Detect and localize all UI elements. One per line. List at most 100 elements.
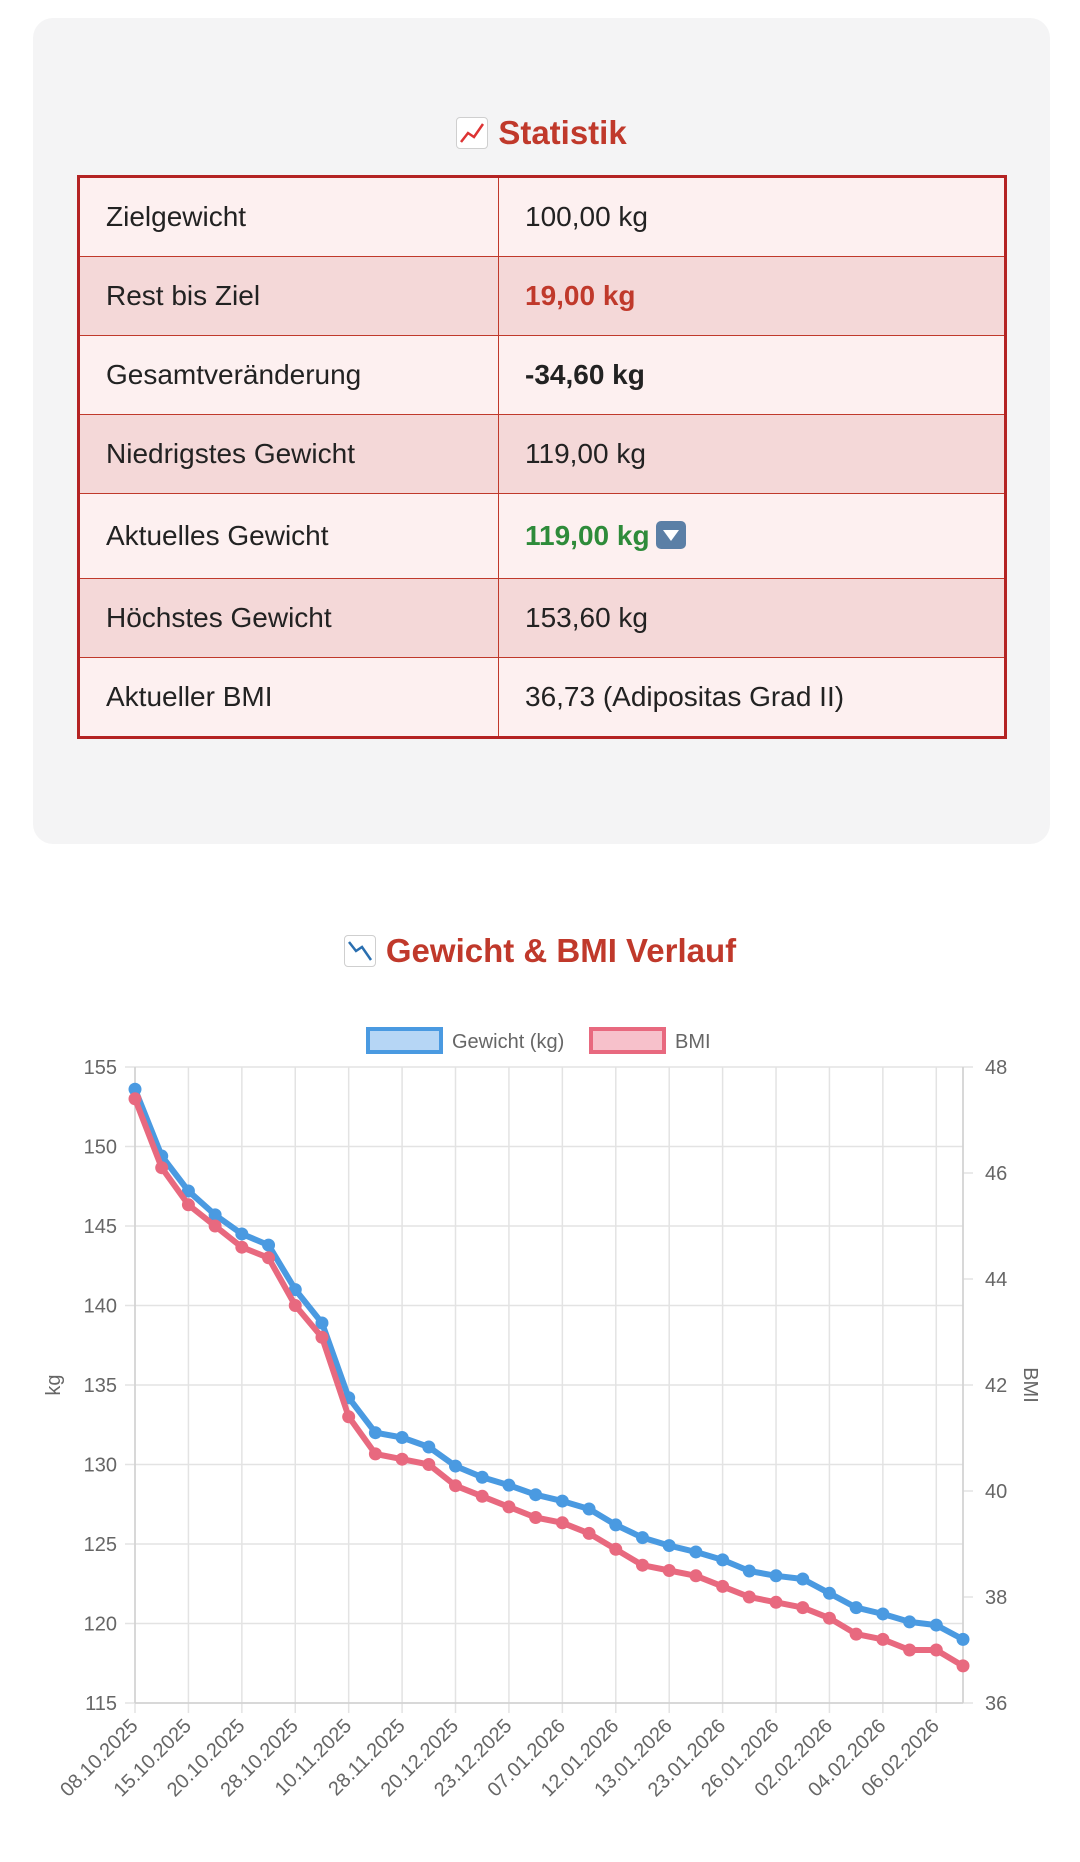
data-point-bmi bbox=[128, 1092, 142, 1106]
data-point-weight bbox=[796, 1572, 810, 1586]
data-point-weight bbox=[876, 1607, 890, 1621]
data-point-bmi bbox=[502, 1500, 516, 1514]
data-point-bmi bbox=[181, 1198, 195, 1212]
data-point-bmi bbox=[635, 1558, 649, 1572]
legend-label-weight: Gewicht (kg) bbox=[452, 1031, 564, 1053]
y-tick-label: 140 bbox=[84, 1296, 117, 1318]
stat-label: Aktuelles Gewicht bbox=[78, 493, 499, 579]
stat-value: 100,00 kg bbox=[498, 176, 1006, 257]
data-point-weight bbox=[635, 1531, 649, 1545]
stat-label: Zielgewicht bbox=[78, 176, 499, 257]
stat-label: Höchstes Gewicht bbox=[78, 578, 499, 658]
data-point-weight bbox=[181, 1184, 195, 1198]
y2-tick-label: 42 bbox=[985, 1375, 1007, 1397]
stat-value: 119,00 kg bbox=[498, 414, 1006, 494]
statistics-card: Statistik Zielgewicht 100,00 kg Rest bis… bbox=[33, 18, 1050, 844]
data-point-bmi bbox=[449, 1479, 463, 1493]
data-point-weight bbox=[422, 1440, 436, 1454]
data-point-bmi bbox=[288, 1299, 302, 1312]
stat-label: Gesamtveränderung bbox=[78, 335, 499, 415]
table-row: Niedrigstes Gewicht 119,00 kg bbox=[78, 414, 1006, 494]
data-point-bmi bbox=[342, 1410, 356, 1424]
data-point-bmi bbox=[849, 1627, 863, 1641]
data-point-bmi bbox=[929, 1643, 943, 1657]
chart-heading: Gewicht & BMI Verlauf bbox=[0, 932, 1080, 970]
data-point-weight bbox=[262, 1238, 276, 1252]
data-point-weight bbox=[529, 1488, 543, 1502]
stat-label: Niedrigstes Gewicht bbox=[78, 414, 499, 494]
series-line-weight bbox=[132, 1088, 965, 1643]
series-line-bmi bbox=[132, 1097, 965, 1669]
stat-label: Rest bis Ziel bbox=[78, 256, 499, 336]
data-point-weight bbox=[929, 1618, 943, 1632]
chart-title: Gewicht & BMI Verlauf bbox=[385, 932, 737, 969]
weight-bmi-chart: 155 150 145 140 135 130 125 120 115 48 46 44 42 40 38 3… bbox=[43, 1027, 1041, 1801]
statistics-title: Statistik bbox=[498, 114, 627, 151]
table-row: Aktueller BMI 36,73 (Adipositas Grad II) bbox=[78, 657, 1006, 738]
y-tick-label: 125 bbox=[84, 1534, 117, 1556]
table-row: Gesamtveränderung -34,60 kg bbox=[78, 335, 1006, 415]
data-point-weight bbox=[235, 1227, 249, 1241]
data-point-bmi bbox=[582, 1526, 596, 1540]
y-tick-label: 150 bbox=[84, 1137, 117, 1159]
data-point-weight bbox=[208, 1208, 222, 1222]
data-point-weight bbox=[742, 1564, 756, 1578]
data-point-bmi bbox=[876, 1632, 890, 1646]
data-point-bmi bbox=[262, 1251, 276, 1265]
table-row: Rest bis Ziel 19,00 kg bbox=[78, 256, 1006, 336]
stat-value: 119,00 kg bbox=[525, 520, 650, 551]
y-tick-label: 135 bbox=[84, 1375, 117, 1397]
table-row: Höchstes Gewicht 153,60 kg bbox=[78, 578, 1006, 658]
stat-label: Aktueller BMI bbox=[78, 657, 499, 738]
data-point-bmi bbox=[422, 1458, 436, 1471]
stat-value: -34,60 kg bbox=[498, 335, 1006, 415]
data-point-bmi bbox=[742, 1590, 756, 1604]
table-row: Aktuelles Gewicht 119,00 kg bbox=[78, 493, 1006, 579]
data-point-weight bbox=[609, 1518, 623, 1532]
y2-tick-label: 48 bbox=[985, 1057, 1007, 1079]
data-point-weight bbox=[395, 1430, 409, 1444]
data-point-bmi bbox=[395, 1452, 409, 1466]
statistics-table: Zielgewicht 100,00 kg Rest bis Ziel 19,0… bbox=[77, 175, 1007, 739]
down-arrow-icon bbox=[655, 521, 686, 549]
data-point-weight bbox=[956, 1632, 970, 1646]
data-point-bmi bbox=[368, 1447, 382, 1461]
data-point-bmi bbox=[769, 1595, 783, 1609]
data-point-weight bbox=[689, 1545, 703, 1559]
data-point-bmi bbox=[208, 1219, 222, 1233]
y-tick-label: 155 bbox=[84, 1057, 117, 1079]
stat-value: 153,60 kg bbox=[498, 578, 1006, 658]
stat-value: 36,73 (Adipositas Grad II) bbox=[498, 657, 1006, 738]
data-point-weight bbox=[502, 1478, 516, 1492]
data-point-bmi bbox=[796, 1601, 810, 1615]
y2-axis-title: BMI bbox=[1019, 1367, 1041, 1403]
statistics-heading: Statistik bbox=[33, 114, 1050, 152]
data-point-weight bbox=[903, 1615, 917, 1629]
y2-tick-label: 44 bbox=[985, 1269, 1007, 1291]
data-point-weight bbox=[555, 1494, 569, 1508]
chart-increasing-icon bbox=[456, 117, 489, 149]
y-tick-label: 120 bbox=[84, 1614, 117, 1636]
y-tick-label: 145 bbox=[84, 1216, 117, 1238]
data-point-bmi bbox=[662, 1564, 676, 1577]
table-row: Zielgewicht 100,00 kg bbox=[78, 176, 1006, 257]
legend-swatch-weight bbox=[366, 1027, 443, 1054]
data-point-bmi bbox=[716, 1579, 730, 1593]
y2-tick-label: 36 bbox=[985, 1693, 1007, 1715]
y-tick-label: 115 bbox=[85, 1693, 117, 1715]
data-point-bmi bbox=[315, 1330, 329, 1344]
data-point-bmi bbox=[555, 1516, 569, 1530]
legend-label-bmi: BMI bbox=[675, 1031, 711, 1053]
data-point-bmi bbox=[956, 1659, 970, 1673]
data-point-weight bbox=[662, 1539, 676, 1553]
y2-tick-label: 46 bbox=[985, 1163, 1007, 1185]
data-point-bmi bbox=[609, 1542, 623, 1556]
data-point-bmi bbox=[822, 1611, 836, 1625]
data-point-bmi bbox=[529, 1511, 543, 1524]
data-point-weight bbox=[582, 1502, 596, 1516]
data-point-weight bbox=[716, 1553, 730, 1567]
stat-value-cell: 119,00 kg bbox=[498, 493, 1006, 579]
data-point-weight bbox=[449, 1459, 463, 1473]
data-point-weight bbox=[315, 1316, 329, 1330]
y2-tick-label: 40 bbox=[985, 1481, 1007, 1503]
